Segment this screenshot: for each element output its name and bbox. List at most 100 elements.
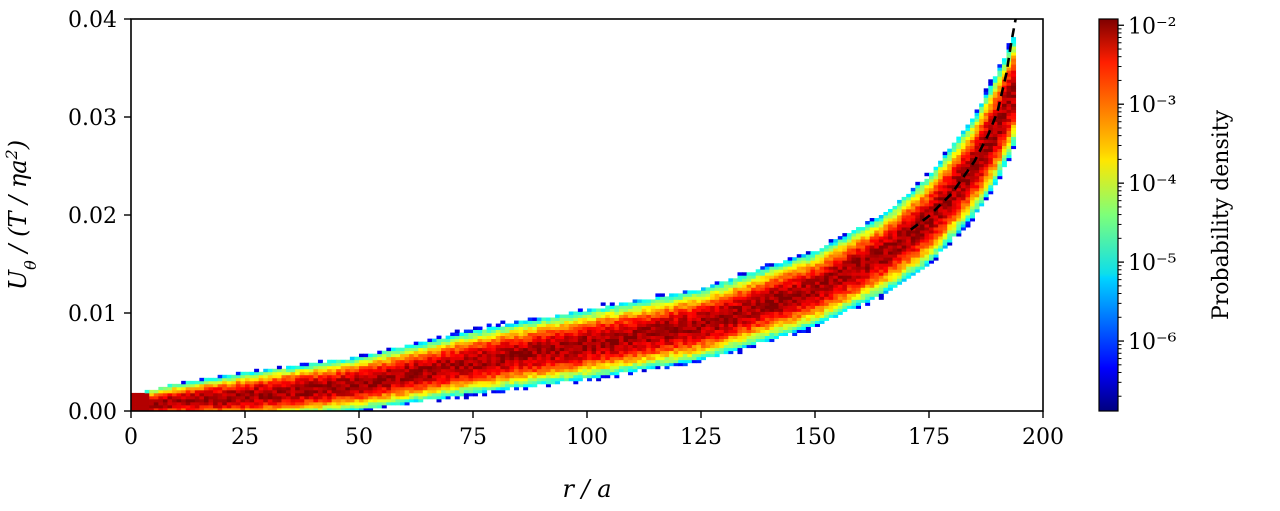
heatmap-cell (842, 251, 848, 255)
heatmap-cell (418, 362, 424, 367)
heatmap-cell (773, 290, 779, 294)
heatmap-cell (422, 365, 428, 370)
heatmap-cell (459, 344, 465, 349)
heatmap-cell (281, 377, 287, 382)
heatmap-cell (445, 338, 451, 343)
heatmap-cell (491, 347, 497, 352)
heatmap-cell (582, 365, 588, 370)
heatmap-cell (162, 395, 168, 400)
heatmap-cell (783, 317, 789, 321)
heatmap-cell (988, 163, 994, 168)
heatmap-cell (331, 389, 337, 394)
heatmap-cell (135, 395, 141, 400)
heatmap-cell (678, 347, 684, 352)
heatmap-cell (810, 269, 816, 273)
heatmap-cell (687, 326, 693, 330)
heatmap-cell (646, 302, 652, 306)
heatmap-cell (796, 302, 802, 306)
heatmap-cell (887, 275, 893, 279)
heatmap-cell (673, 362, 679, 367)
heatmap-cell (1001, 121, 1007, 125)
heatmap-cell (710, 347, 716, 352)
heatmap-cell (751, 281, 757, 285)
heatmap-cell (801, 272, 807, 276)
heatmap-cell (664, 296, 670, 300)
heatmap-cell (992, 97, 998, 101)
heatmap-cell (751, 284, 757, 288)
heatmap-cell (258, 383, 264, 388)
heatmap-cell (281, 398, 287, 403)
heatmap-cell (751, 317, 757, 321)
heatmap-cell (805, 260, 811, 264)
heatmap-cell (659, 317, 665, 321)
heatmap-cell (404, 344, 410, 349)
heatmap-cell (473, 371, 478, 376)
heatmap-cell (568, 362, 574, 367)
heatmap-cell (865, 272, 871, 276)
heatmap-cell (974, 196, 980, 201)
heatmap-cell (381, 401, 387, 406)
heatmap-cell (764, 284, 770, 288)
heatmap-cell (245, 377, 250, 382)
heatmap-cell (523, 365, 529, 370)
heatmap-cell (710, 323, 716, 327)
heatmap-cell (641, 323, 647, 327)
heatmap-cell (737, 338, 743, 343)
heatmap-cell (878, 278, 884, 282)
heatmap-cell (267, 374, 273, 379)
heatmap-cell (751, 287, 757, 291)
heatmap-cell (687, 353, 693, 358)
heatmap-cell (815, 257, 820, 261)
heatmap-cell (719, 329, 725, 333)
heatmap-cell (486, 380, 492, 385)
heatmap-cell (450, 350, 456, 355)
heatmap-cell (970, 178, 975, 183)
heatmap-cell (299, 374, 305, 379)
heatmap-cell (737, 302, 743, 306)
heatmap-cell (596, 353, 602, 358)
heatmap-cell (965, 211, 971, 216)
heatmap-cell (833, 266, 839, 270)
heatmap-cell (381, 383, 387, 388)
heatmap-cell (131, 392, 136, 397)
heatmap-cell (787, 317, 793, 321)
heatmap-cell (422, 371, 428, 376)
heatmap-cell (696, 332, 702, 337)
heatmap-cell (897, 269, 903, 273)
heatmap-cell (568, 317, 574, 321)
colorbar-tick-label: 10⁻⁶ (1128, 330, 1177, 355)
heatmap-cell (390, 368, 396, 373)
heatmap-cell (710, 290, 716, 294)
heatmap-cell (372, 365, 378, 370)
heatmap-cell (641, 353, 647, 358)
heatmap-cell (801, 263, 807, 267)
heatmap-cell (418, 383, 424, 388)
colorbar-tick-label: 10⁻⁵ (1128, 251, 1176, 276)
heatmap-cell (368, 359, 374, 364)
heatmap-cell (349, 401, 355, 406)
heatmap-cell (992, 181, 998, 186)
heatmap-cell (701, 320, 706, 324)
heatmap-cell (659, 320, 665, 324)
heatmap-cell (723, 347, 729, 352)
heatmap-cell (276, 407, 282, 411)
heatmap-cell (988, 100, 994, 104)
heatmap-cell (550, 344, 556, 349)
heatmap-cell (491, 338, 497, 343)
heatmap-cell (856, 263, 861, 267)
heatmap-cell (331, 401, 337, 406)
heatmap-cell (587, 350, 592, 355)
heatmap-cell (810, 257, 816, 261)
heatmap-cell (573, 350, 579, 355)
heatmap-cell (605, 374, 611, 379)
heatmap-cell (532, 341, 538, 346)
heatmap-cell (783, 278, 789, 282)
heatmap-cell (710, 332, 716, 337)
heatmap-cell (842, 275, 848, 279)
heatmap-cell (728, 350, 734, 355)
heatmap-cell (997, 148, 1003, 153)
heatmap-cell (258, 371, 264, 376)
heatmap-cell (600, 353, 606, 358)
heatmap-cell (431, 374, 437, 379)
heatmap-cell (518, 362, 524, 367)
